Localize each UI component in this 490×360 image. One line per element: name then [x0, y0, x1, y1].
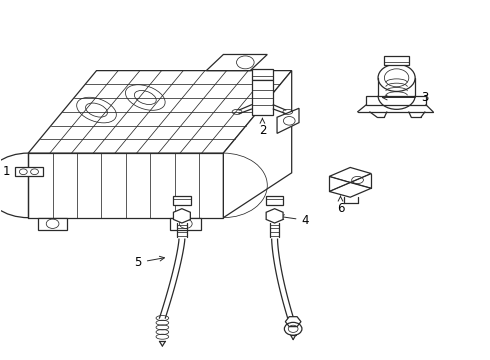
- FancyBboxPatch shape: [384, 56, 409, 65]
- Text: 3: 3: [382, 91, 428, 104]
- Polygon shape: [206, 54, 267, 71]
- Text: 5: 5: [135, 256, 165, 269]
- Text: 1: 1: [2, 165, 28, 178]
- FancyBboxPatch shape: [252, 69, 273, 80]
- Polygon shape: [329, 183, 371, 197]
- Polygon shape: [28, 153, 223, 218]
- Polygon shape: [277, 108, 299, 134]
- Polygon shape: [173, 196, 191, 205]
- Polygon shape: [266, 196, 283, 205]
- Text: 6: 6: [337, 196, 344, 215]
- Text: 2: 2: [259, 118, 266, 138]
- Polygon shape: [266, 209, 283, 223]
- Polygon shape: [329, 167, 371, 183]
- Polygon shape: [170, 218, 201, 230]
- Text: 4: 4: [279, 214, 309, 227]
- Polygon shape: [367, 96, 426, 105]
- Polygon shape: [28, 71, 292, 153]
- Polygon shape: [15, 167, 43, 176]
- Polygon shape: [173, 209, 190, 223]
- Polygon shape: [285, 317, 301, 327]
- Polygon shape: [38, 218, 67, 230]
- Polygon shape: [223, 71, 292, 218]
- FancyBboxPatch shape: [252, 80, 273, 115]
